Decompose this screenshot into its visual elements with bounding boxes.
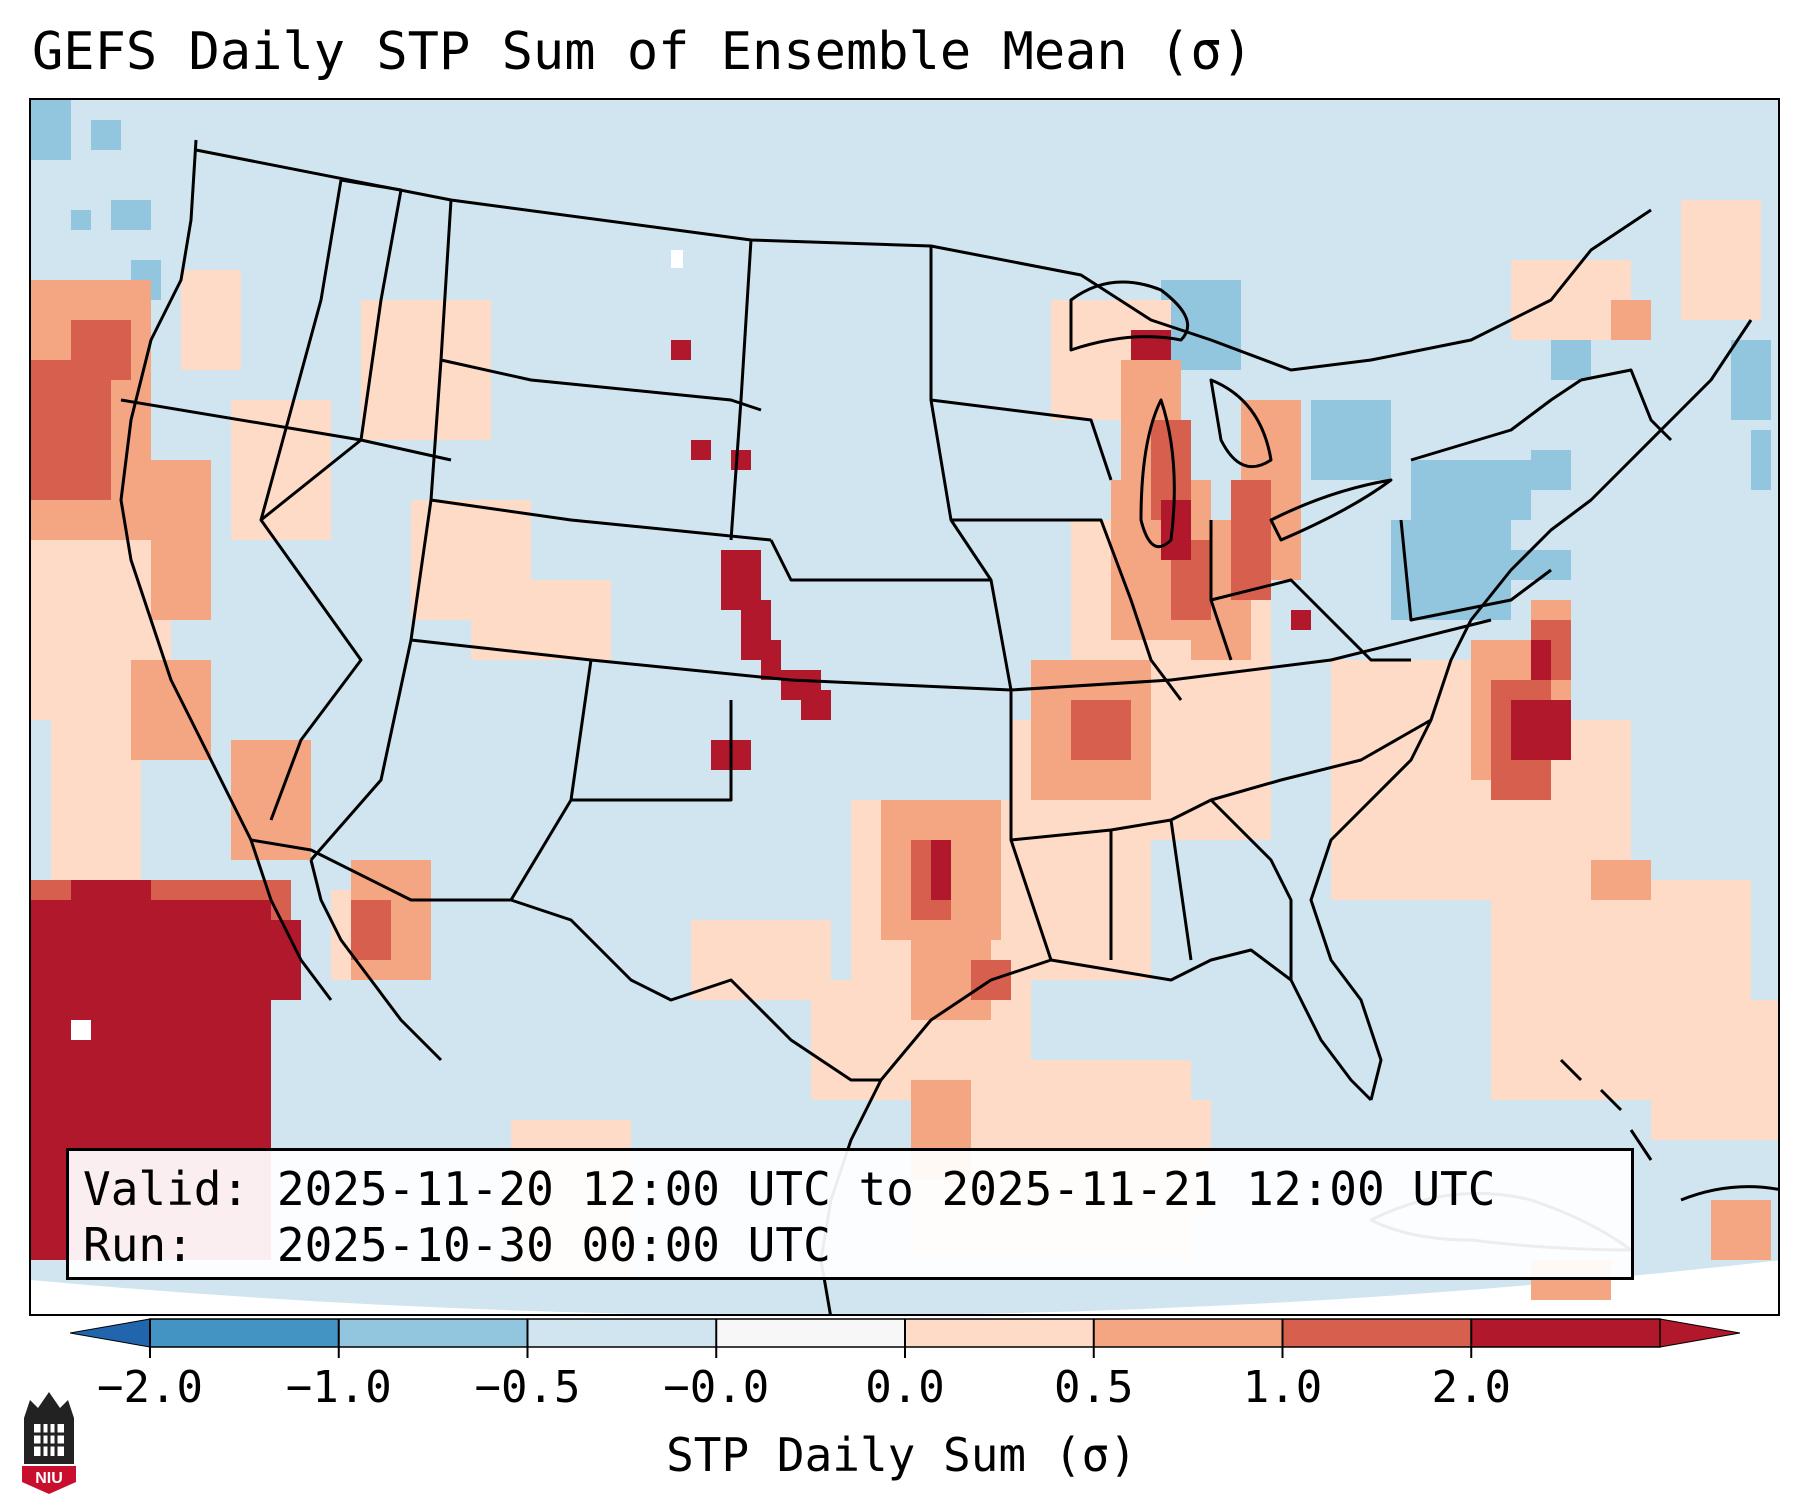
university-tower-icon: NIU [22, 1392, 76, 1494]
colorbar [69, 1318, 1741, 1358]
missing-data-cell [71, 1020, 91, 1040]
colorbar-label: STP Daily Sum (σ) [666, 1428, 1137, 1482]
colorbar-extend-high [1659, 1318, 1741, 1348]
hawaii-like-coast [1680, 1185, 1778, 1202]
pacific-coastline [119, 139, 333, 1001]
colorbar-tick-label: 2.0 [1431, 1362, 1511, 1413]
colorbar-segment [905, 1319, 1095, 1347]
lake-huron [1209, 378, 1273, 469]
colorbar-tick-label: 0.5 [1054, 1362, 1134, 1413]
colorbar-segment [150, 1319, 340, 1347]
boundaries [119, 139, 1778, 1314]
atlantic-coastline [1309, 319, 1753, 1101]
colorbar-outline [149, 1318, 1661, 1348]
colorbar-extend-low [69, 1318, 151, 1348]
colorbar-segment [1471, 1319, 1661, 1347]
colorbar-segment [1093, 1319, 1283, 1347]
colorbar-tick-label: 1.0 [1242, 1362, 1323, 1413]
stp-anomaly-map [31, 100, 1778, 1314]
state-lines [120, 178, 1673, 980]
colorbar-segment [1282, 1319, 1472, 1347]
colorbar-segment [527, 1319, 717, 1347]
colorbar-tick-label: 0.0 [865, 1362, 945, 1413]
lake-erie [1269, 478, 1393, 542]
run-label: Run: [83, 1218, 194, 1272]
lake-superior [1069, 280, 1190, 352]
valid-time-range: 2025-11-20 12:00 UTC to 2025-11-21 12:00… [276, 1162, 1496, 1216]
colorbar-tick-label: −1.0 [285, 1362, 392, 1413]
colorbar-tick-label: −0.5 [474, 1362, 581, 1413]
map-panel[interactable] [29, 98, 1780, 1316]
colorbar-segment [338, 1319, 528, 1347]
bahamas-islands [1559, 1058, 1653, 1161]
colorbar-tick-label: −0.0 [663, 1362, 770, 1413]
logo-text: NIU [35, 1470, 63, 1487]
lake-michigan [1139, 398, 1176, 549]
us-mexico-border [250, 838, 881, 1082]
gulf-coastline [879, 948, 1373, 1102]
colorbar-tick-label: −2.0 [97, 1362, 203, 1413]
out-of-domain-area [31, 1260, 1778, 1314]
missing-data-cell [671, 250, 683, 268]
baja-coastline [309, 859, 443, 1062]
valid-run-info-box: Valid: 2025-11-20 12:00 UTC to 2025-11-2… [66, 1148, 1634, 1280]
colorbar-graphic [69, 1318, 1741, 1358]
colorbar-segment [716, 1319, 906, 1347]
map-title: GEFS Daily STP Sum of Ensemble Mean (σ) [32, 22, 1253, 82]
valid-label: Valid: [83, 1162, 250, 1216]
run-time: 2025-10-30 00:00 UTC [276, 1218, 831, 1272]
